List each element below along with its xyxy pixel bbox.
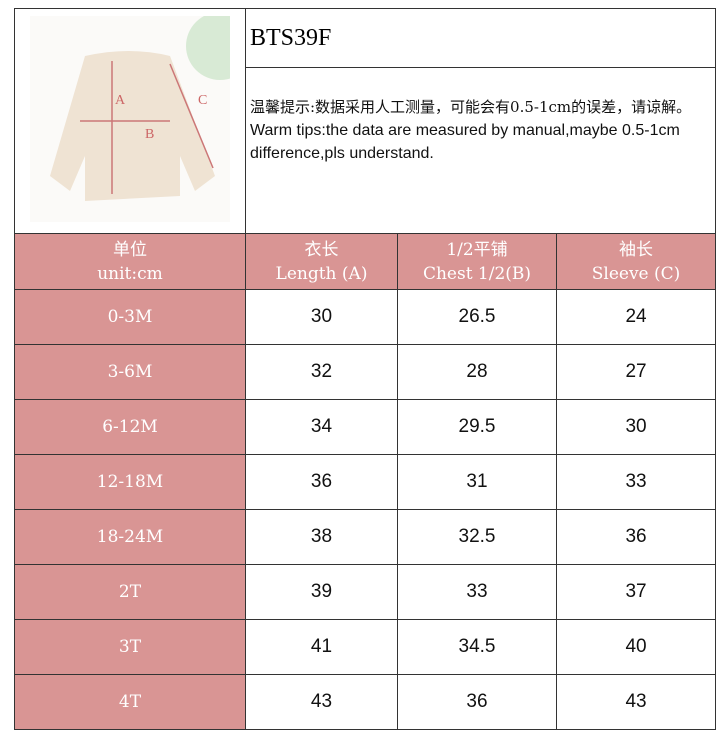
sleeve-cell: 43	[555, 674, 717, 730]
size-cell: 12-18M	[14, 454, 246, 510]
sleeve-cell: 33	[555, 454, 717, 510]
length-cell: 39	[245, 564, 398, 620]
chest-cell: 28	[397, 344, 557, 400]
measurement-note: 温馨提示:数据采用人工测量，可能会有0.5-1cm的误差，请谅解。 Warm ti…	[244, 67, 717, 234]
length-cell: 30	[245, 289, 398, 345]
header-sleeve: 袖长 Sleeve (C)	[555, 233, 717, 290]
size-chart-table: A B C BTS39F 温馨提示:数据采用人工测量，可能会有0.5-1cm的误…	[14, 8, 717, 730]
table-row: 2T 39 33 37	[14, 564, 717, 620]
sleeve-cell: 24	[555, 289, 717, 345]
size-cell: 3T	[14, 619, 246, 675]
table-row: 3T 41 34.5 40	[14, 619, 717, 675]
size-cell: 0-3M	[14, 289, 246, 345]
svg-text:B: B	[145, 127, 154, 142]
size-cell: 3-6M	[14, 344, 246, 400]
product-image-cell: A B C	[14, 8, 254, 234]
table-row: 0-3M 30 26.5 24	[14, 289, 717, 345]
size-cell: 18-24M	[14, 509, 246, 565]
svg-text:C: C	[198, 93, 207, 108]
svg-text:A: A	[115, 93, 126, 108]
chest-cell: 34.5	[397, 619, 557, 675]
sleeve-cell: 27	[555, 344, 717, 400]
header-unit: 单位 unit:cm	[14, 233, 246, 290]
chest-cell: 31	[397, 454, 557, 510]
size-cell: 4T	[14, 674, 246, 730]
product-code: BTS39F	[244, 8, 717, 68]
chest-cell: 32.5	[397, 509, 557, 565]
sleeve-cell: 36	[555, 509, 717, 565]
table-row: 12-18M 36 31 33	[14, 454, 717, 510]
chest-cell: 26.5	[397, 289, 557, 345]
sleeve-cell: 37	[555, 564, 717, 620]
table-row: 6-12M 34 29.5 30	[14, 399, 717, 455]
header-chest: 1/2平铺 Chest 1/2(B)	[397, 233, 557, 290]
chest-cell: 36	[397, 674, 557, 730]
header-length: 衣长 Length (A)	[245, 233, 398, 290]
table-row: 18-24M 38 32.5 36	[14, 509, 717, 565]
chest-cell: 29.5	[397, 399, 557, 455]
sweater-diagram-image: A B C	[30, 12, 254, 222]
table-row: 3-6M 32 28 27	[14, 344, 717, 400]
length-cell: 36	[245, 454, 398, 510]
note-chinese: 温馨提示:数据采用人工测量，可能会有0.5-1cm的误差，请谅解。	[250, 98, 692, 116]
length-cell: 38	[245, 509, 398, 565]
note-english: Warm tips:the data are measured by manua…	[250, 122, 680, 162]
length-cell: 43	[245, 674, 398, 730]
length-cell: 34	[245, 399, 398, 455]
sleeve-cell: 30	[555, 399, 717, 455]
length-cell: 41	[245, 619, 398, 675]
length-cell: 32	[245, 344, 398, 400]
size-cell: 2T	[14, 564, 246, 620]
sleeve-cell: 40	[555, 619, 717, 675]
table-row: 4T 43 36 43	[14, 674, 717, 730]
size-cell: 6-12M	[14, 399, 246, 455]
chest-cell: 33	[397, 564, 557, 620]
